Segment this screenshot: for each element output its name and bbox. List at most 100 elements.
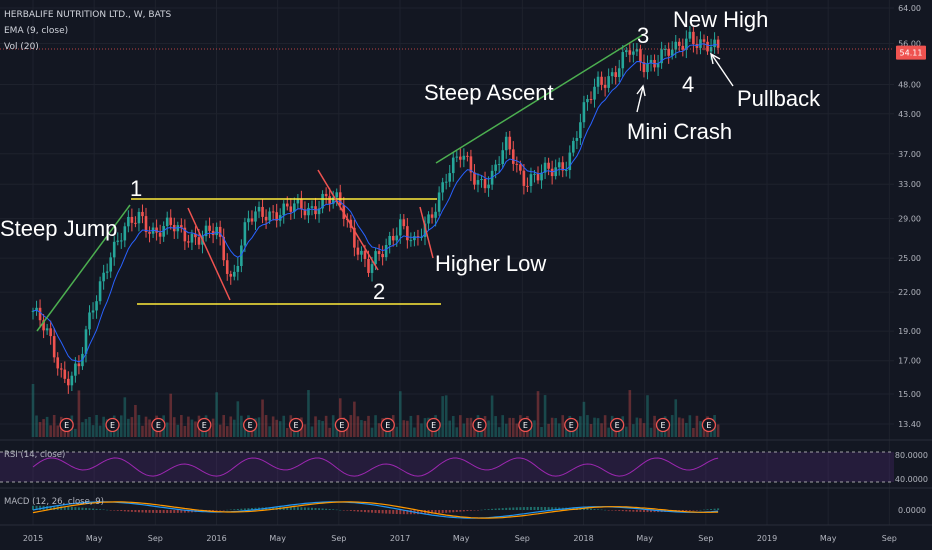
volume-bar (310, 426, 314, 437)
volume-bar (582, 401, 586, 437)
rsi-legend[interactable]: RSI (14, close) (4, 450, 66, 460)
candle-body (434, 211, 437, 218)
candle-body (391, 235, 395, 241)
macd-hist-bar (392, 510, 395, 514)
candle-body (540, 172, 543, 181)
volume-bar (314, 416, 317, 437)
macd-hist-bar (695, 510, 698, 511)
candle-body (303, 209, 307, 216)
annotations (36, 33, 734, 332)
candle-body (660, 49, 663, 64)
candle-body (635, 49, 639, 52)
y-tick-label: 19.00 (898, 327, 921, 336)
candle-body (74, 363, 77, 376)
macd-hist-bar (162, 510, 165, 514)
candle-body (88, 312, 91, 330)
macd-hist-bar (63, 506, 66, 510)
candle-body (130, 216, 134, 223)
candle-body (557, 162, 561, 168)
volume-bar (462, 423, 466, 437)
x-tick-label: Sep (331, 534, 346, 543)
time-axis[interactable]: 2015 May Sep 2016 May Sep 2017 May Sep 2018 May Sep… (23, 534, 897, 543)
candle-body (466, 155, 469, 157)
macd-hist-bar (420, 510, 423, 515)
volume-bar (596, 418, 600, 437)
earnings-marker[interactable] (151, 417, 166, 433)
macd-hist-bar (240, 508, 243, 510)
x-tick-label: Sep (148, 534, 163, 543)
volume-bar (268, 426, 271, 437)
candle-body (165, 217, 169, 227)
volume-bar (490, 395, 494, 437)
macd-hist-bar (77, 507, 80, 510)
macd-hist-bar (166, 510, 169, 514)
macd-hist-bar (706, 509, 709, 510)
macd-legend[interactable]: MACD (12, 26, close, 9) (4, 497, 104, 507)
macd-hist-bar (222, 510, 225, 511)
ema-legend[interactable]: EMA (9, close) (4, 26, 69, 36)
volume-bar (81, 422, 84, 437)
candle-body (84, 329, 88, 354)
earnings-marker[interactable] (701, 417, 717, 433)
candle-body (271, 211, 275, 213)
candle-body (536, 173, 540, 181)
volume-bar (285, 427, 289, 437)
earnings-marker[interactable] (288, 417, 304, 433)
volume-bar (215, 392, 218, 437)
x-tick-label: May (636, 534, 653, 543)
volume-bar (377, 423, 381, 437)
candle-body (667, 48, 670, 56)
candle-body (384, 245, 388, 258)
candle-body (208, 225, 211, 231)
macd-hist-bar (501, 508, 504, 510)
earnings-marker-label: E (431, 421, 436, 430)
macd-hist-bar (385, 510, 388, 514)
candle-body (617, 68, 621, 78)
macd-hist-bar (318, 508, 321, 510)
earnings-marker[interactable] (426, 417, 441, 433)
steep-ascent-trendline (435, 33, 645, 164)
macd-hist-bar (551, 507, 554, 510)
earnings-marker-label: E (64, 421, 69, 430)
earnings-marker[interactable] (609, 417, 625, 433)
macd-hist-bar (88, 508, 91, 510)
macd-hist-bar (621, 510, 624, 512)
volume-bar (674, 399, 678, 437)
earnings-marker[interactable] (655, 417, 671, 433)
earnings-marker[interactable] (380, 417, 395, 433)
macd-hist-bar (593, 509, 596, 510)
candle-body (324, 193, 328, 197)
macd-hist-bar (254, 507, 257, 510)
macd-hist-bar (487, 509, 490, 510)
macd-hist-bar (710, 509, 713, 510)
symbol-title[interactable]: HERBALIFE NUTRITION LTD., W, BATS (4, 10, 172, 20)
macd-hist-bar (388, 510, 391, 514)
candle-body (91, 310, 95, 313)
earnings-marker[interactable] (197, 417, 212, 433)
label-2: 2 (373, 279, 385, 304)
macd-hist-bar (614, 510, 617, 511)
earnings-marker[interactable] (59, 417, 74, 433)
macd-hist-bar (374, 510, 377, 513)
earnings-marker[interactable] (242, 417, 258, 433)
earnings-marker[interactable] (518, 417, 533, 433)
volume-bar (695, 415, 699, 437)
earnings-marker[interactable] (334, 417, 350, 433)
earnings-marker[interactable] (105, 417, 120, 433)
vol-legend[interactable]: Vol (20) (4, 42, 39, 52)
candle-body (480, 179, 483, 181)
earnings-marker[interactable] (564, 417, 579, 433)
candle-body (663, 48, 667, 50)
candle-body (162, 226, 165, 237)
candle-body (293, 203, 296, 212)
candle-body (137, 211, 141, 224)
candle-body (155, 227, 158, 233)
candle-body (112, 241, 116, 258)
volume-bar (653, 415, 656, 437)
candle-body (45, 328, 49, 331)
volume-bar (508, 417, 512, 437)
earnings-marker[interactable] (472, 417, 487, 433)
